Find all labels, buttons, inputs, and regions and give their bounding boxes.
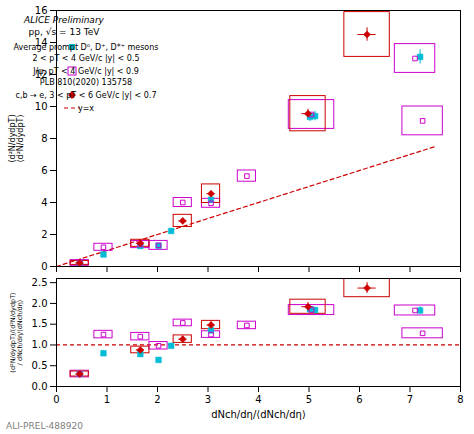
svg-text:4: 4 [41, 197, 47, 208]
svg-text:2 < pT < 4 GeV/c |y| < 0.5: 2 < pT < 4 GeV/c |y| < 0.5 [32, 54, 139, 63]
svg-text:16: 16 [34, 4, 48, 16]
svg-text:0.5: 0.5 [32, 360, 48, 371]
svg-text:dNch/dη/⟨dNch/dη⟩: dNch/dη/⟨dNch/dη⟩ [211, 409, 306, 420]
svg-text:0.0: 0.0 [32, 381, 48, 392]
svg-text:6: 6 [356, 394, 362, 405]
svg-text:ALICE Preliminary: ALICE Preliminary [23, 15, 105, 25]
svg-text:10: 10 [35, 101, 48, 112]
svg-text:8: 8 [41, 133, 47, 144]
svg-text:5: 5 [306, 394, 312, 405]
svg-text:c,b → e, 3 < pT < 6 GeV/c |y|: c,b → e, 3 < pT < 6 GeV/c |y| < 0.7 [16, 91, 157, 100]
svg-text:1.5: 1.5 [32, 318, 48, 329]
html-text:ALI-PREL-488920: ALI-PREL-488920 [6, 421, 83, 431]
svg-text:3: 3 [205, 394, 211, 405]
svg-text:0: 0 [41, 261, 47, 272]
svg-text:8: 8 [457, 394, 463, 405]
svg-text:2: 2 [41, 229, 47, 240]
svg-text:2.5: 2.5 [32, 277, 48, 288]
svg-text:1.0: 1.0 [32, 339, 48, 350]
svg-text:4: 4 [255, 394, 261, 405]
svg-text:PLB 810(2020) 135758: PLB 810(2020) 135758 [40, 78, 132, 87]
svg-text:7: 7 [407, 394, 413, 405]
svg-text:y=x: y=x [78, 104, 94, 113]
svg-text:0: 0 [53, 394, 59, 405]
svg-text:6: 6 [41, 165, 47, 176]
svg-text:pp, √s = 13 TeV: pp, √s = 13 TeV [29, 27, 101, 37]
svg-text:(d²N/dydpT)⟨d²N/dydpT⟩: (d²N/dydpT)⟨d²N/dydpT⟩ [8, 114, 25, 162]
svg-text:(d²N/dydpT)/⟨d²N/dydpT⟩/ dNch/: (d²N/dydpT)/⟨d²N/dydpT⟩/ dNch/dη/⟨dNch/d… [9, 292, 24, 372]
svg-text:Average prompt D⁰, D⁺, D*⁺ mes: Average prompt D⁰, D⁺, D*⁺ mesons [14, 43, 159, 52]
svg-text:2: 2 [154, 394, 160, 405]
svg-text:1: 1 [104, 394, 110, 405]
svg-text:2.0: 2.0 [32, 298, 48, 309]
svg-text:J/ψ, pT < 4 GeV/c |y| < 0.9: J/ψ, pT < 4 GeV/c |y| < 0.9 [32, 67, 139, 76]
